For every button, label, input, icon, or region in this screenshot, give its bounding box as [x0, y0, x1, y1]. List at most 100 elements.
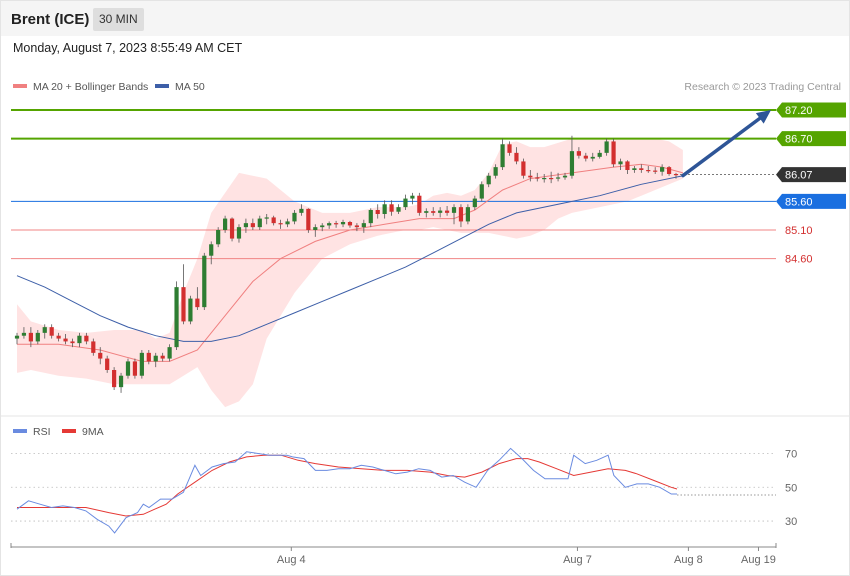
- candle: [42, 324, 47, 339]
- candle-body: [486, 175, 491, 185]
- rsi-tick-label: 30: [785, 516, 797, 528]
- candle-body: [646, 170, 651, 172]
- candle-body: [507, 144, 512, 153]
- candle: [479, 181, 484, 202]
- candle: [625, 160, 630, 174]
- candle: [139, 350, 144, 379]
- candle-body: [514, 152, 519, 162]
- price-levels: [11, 109, 776, 260]
- candle-body: [625, 161, 630, 170]
- candle-body: [21, 332, 27, 336]
- candle: [535, 172, 540, 182]
- rsi-ma9-line: [17, 454, 678, 517]
- timeframe-badge[interactable]: 30 MIN: [93, 8, 144, 31]
- candle-body: [451, 207, 457, 213]
- candle: [216, 227, 221, 248]
- candle: [56, 332, 61, 342]
- candle: [49, 324, 54, 339]
- candle: [528, 170, 533, 182]
- candle-body: [209, 244, 214, 256]
- candle-body: [264, 217, 269, 219]
- candle-body: [49, 327, 54, 336]
- level-tag-86-07-box: [776, 167, 846, 183]
- candle-body: [410, 195, 415, 199]
- price-legend: MA 20 + Bollinger Bands MA 50: [13, 81, 205, 93]
- candle-body: [14, 335, 20, 339]
- candle: [576, 147, 581, 159]
- candle-body: [63, 338, 68, 342]
- candle: [236, 224, 242, 243]
- candle-body: [597, 152, 602, 157]
- candle-body: [153, 355, 158, 362]
- candle: [590, 152, 595, 162]
- ma50-legend-swatch: [155, 84, 169, 88]
- candle-body: [396, 207, 401, 212]
- candle: [195, 287, 200, 310]
- bollinger-area: [17, 138, 683, 408]
- candle-body: [70, 341, 75, 344]
- candle: [417, 192, 422, 216]
- candle: [153, 352, 158, 368]
- time-tick-label: Aug 7: [563, 554, 592, 566]
- candle: [77, 332, 82, 348]
- candle-body: [333, 223, 339, 225]
- candle: [28, 327, 33, 348]
- candle: [98, 347, 103, 365]
- level-tag-86-07: 86.07: [785, 170, 813, 182]
- candle: [507, 141, 512, 156]
- candle: [118, 372, 124, 393]
- candle: [583, 152, 588, 162]
- candle-body: [347, 222, 353, 226]
- candle-body: [299, 208, 304, 213]
- candle: [181, 264, 186, 325]
- candle: [35, 330, 40, 345]
- candle: [160, 352, 165, 362]
- candle: [611, 138, 616, 168]
- candle: [632, 166, 637, 173]
- level-tag-85-60-box: [776, 193, 846, 209]
- candle-body: [653, 170, 658, 172]
- candle: [382, 200, 387, 219]
- candle-body: [660, 167, 665, 172]
- candle: [223, 215, 228, 233]
- candle: [313, 224, 318, 237]
- candle: [278, 219, 283, 229]
- candle-body: [84, 335, 89, 342]
- projection-arrow-shaft: [681, 116, 762, 178]
- bollinger-band: [17, 138, 683, 408]
- candle-body: [375, 210, 380, 214]
- ma50-legend-label: MA 50: [175, 81, 205, 93]
- candle: [257, 215, 262, 230]
- candle-body: [195, 298, 200, 308]
- candle: [327, 221, 332, 229]
- candle: [14, 332, 20, 345]
- candle-body: [292, 212, 297, 222]
- candle-body: [361, 223, 366, 228]
- candle-body: [368, 210, 373, 224]
- candle-body: [479, 184, 484, 199]
- candle: [458, 204, 464, 228]
- candle: [465, 204, 470, 225]
- candle: [70, 338, 75, 348]
- candle: [666, 166, 672, 176]
- candle-body: [535, 177, 540, 179]
- candle-body: [327, 223, 332, 226]
- candle-body: [500, 144, 505, 168]
- candle: [63, 334, 68, 345]
- candle-body: [542, 178, 547, 180]
- rsi-legend: RSI 9MA: [13, 426, 104, 438]
- candle-body: [229, 218, 235, 239]
- candle-body: [306, 208, 311, 230]
- candle: [472, 195, 477, 210]
- candle: [375, 204, 380, 219]
- candle-body: [604, 141, 609, 153]
- candle-body: [493, 167, 498, 176]
- candle-body: [42, 327, 47, 333]
- candle: [132, 358, 138, 379]
- candle: [320, 223, 325, 232]
- ma20-legend-label: MA 20 + Bollinger Bands: [33, 81, 148, 93]
- candle-body: [458, 207, 464, 222]
- candle-body: [271, 217, 276, 224]
- rsi-legend-label: RSI: [33, 426, 51, 438]
